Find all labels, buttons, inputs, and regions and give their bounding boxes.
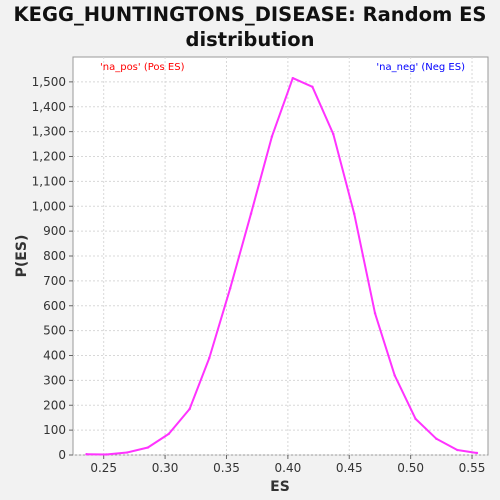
- y-tick-label: 600: [43, 299, 66, 313]
- data-point: [249, 212, 253, 215]
- chart-title-line2: distribution: [185, 28, 315, 51]
- data-point: [332, 132, 335, 136]
- y-tick-label: 200: [43, 398, 66, 412]
- data-point: [352, 212, 356, 215]
- x-tick-label: 0.35: [213, 461, 240, 475]
- data-point: [435, 437, 438, 441]
- data-point: [167, 432, 170, 436]
- x-tick-label: 0.50: [397, 461, 424, 475]
- y-tick-label: 1,500: [32, 75, 66, 89]
- x-tick-label: 0.55: [459, 461, 486, 475]
- y-tick-label: 300: [43, 373, 66, 387]
- y-axis-ticks: 0 100 200 300 400 500 600 700 800 900 1,000 1,100 1,…: [32, 75, 73, 462]
- legend-na-pos: 'na_pos' (Pos ES): [100, 62, 185, 73]
- data-point: [104, 453, 108, 456]
- data-point: [414, 417, 417, 421]
- grid-lines: [73, 57, 488, 456]
- x-tick-label: 0.45: [336, 461, 363, 475]
- data-point: [188, 407, 191, 411]
- y-axis-label: P(ES): [14, 235, 30, 278]
- data-point: [311, 85, 314, 89]
- data-point: [270, 135, 274, 138]
- data-point: [393, 374, 396, 377]
- data-point: [146, 446, 150, 449]
- x-axis-label: ES: [270, 479, 290, 495]
- data-point: [475, 451, 479, 455]
- data-point: [125, 451, 129, 454]
- x-tick-label: 0.40: [275, 461, 302, 475]
- y-tick-label: 1,100: [32, 174, 66, 188]
- y-tick-label: 1,000: [32, 199, 66, 213]
- data-point: [228, 287, 232, 290]
- data-point: [85, 453, 88, 456]
- y-tick-label: 400: [43, 349, 66, 363]
- data-point: [291, 76, 294, 80]
- series-group: [85, 76, 479, 456]
- x-tick-label: 0.25: [90, 461, 117, 475]
- y-tick-label: 900: [43, 224, 66, 238]
- x-axis-ticks: 0.25 0.30 0.35 0.40 0.45 0.50 0.55: [90, 455, 485, 475]
- y-tick-label: 100: [43, 423, 66, 437]
- y-tick-label: 500: [43, 324, 66, 338]
- y-tick-label: 1,300: [32, 125, 66, 139]
- y-tick-label: 700: [43, 274, 66, 288]
- data-point: [456, 448, 459, 452]
- es-distribution-line: [86, 77, 478, 456]
- y-tick-label: 800: [43, 249, 66, 263]
- chart-title: KEGG_HUNTINGTONS_DISEASE: Random ES dist…: [0, 2, 500, 52]
- y-tick-label: 1,200: [32, 150, 66, 164]
- y-tick-label: 1,400: [32, 100, 66, 114]
- data-point: [208, 356, 211, 360]
- x-tick-label: 0.30: [152, 461, 179, 475]
- y-tick-label: 0: [58, 448, 66, 462]
- chart-title-line1: KEGG_HUNTINGTONS_DISEASE: Random ES: [13, 3, 487, 26]
- data-point: [373, 312, 377, 315]
- legend-na-neg: 'na_neg' (Neg ES): [376, 62, 465, 73]
